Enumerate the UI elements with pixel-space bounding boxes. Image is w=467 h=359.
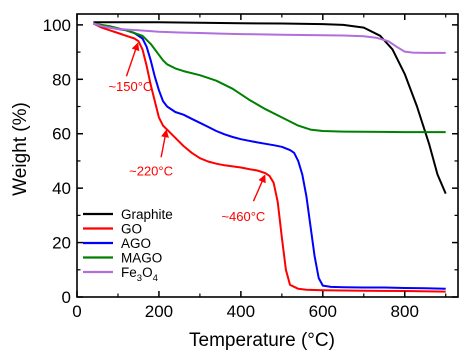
y-tick-label: 0: [62, 288, 71, 307]
annotation-label: ~460°C: [221, 209, 265, 224]
series-line-4: [93, 22, 446, 54]
legend-label-2: AGO: [121, 236, 151, 251]
x-tick-label: 200: [145, 302, 173, 321]
y-axis-label: Weight (%): [10, 102, 31, 196]
annotation-label: ~150°C: [108, 79, 152, 94]
series-line-0: [93, 21, 447, 194]
y-tick-label: 100: [43, 16, 71, 35]
y-tick-label: 60: [52, 125, 71, 144]
x-axis-label: Temperature (°C): [189, 330, 335, 351]
annotation-label: ~220°C: [129, 163, 173, 178]
legend-label-0: Graphite: [121, 207, 173, 222]
annotation-arrow: [252, 174, 266, 202]
plot-frame: [76, 13, 459, 298]
x-tick-label: 400: [227, 302, 255, 321]
axis-ticks: 0 200 400 600 800 0 20 40 60 80 100: [43, 14, 458, 321]
annotation-arrow: [125, 42, 140, 77]
series-line-3: [93, 22, 446, 134]
annotations: ~150°C ~220°C ~460°C: [108, 42, 266, 224]
annotation-arrow: [160, 129, 169, 158]
legend-label-4: Fe3O4: [121, 265, 158, 284]
legend-label-1: GO: [121, 222, 142, 237]
x-tick-label: 0: [72, 302, 81, 321]
series-line-2: [93, 22, 446, 290]
y-tick-label: 20: [52, 234, 71, 253]
plot-border: [76, 13, 459, 298]
y-tick-label: 80: [52, 70, 71, 89]
legend-label-3: MAGO: [121, 251, 162, 266]
x-tick-label: 600: [309, 302, 337, 321]
x-tick-label: 800: [391, 302, 419, 321]
y-tick-label: 40: [52, 179, 71, 198]
